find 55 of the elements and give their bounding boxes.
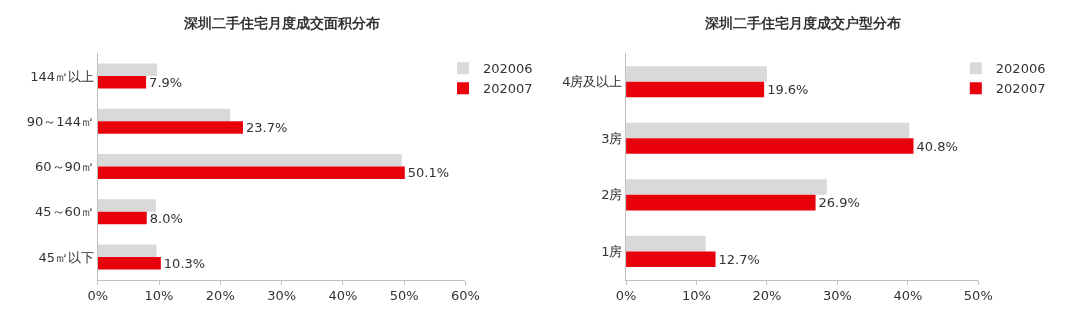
y-tick-label: 45～60㎡: [35, 204, 95, 220]
legend-label: 202006: [483, 61, 533, 77]
data-label: 8.0%: [149, 210, 183, 226]
x-tick-label: 10%: [144, 288, 174, 304]
bar: [626, 66, 767, 82]
bar: [97, 244, 157, 258]
bar: [626, 194, 816, 211]
x-tick-label: 50%: [389, 288, 419, 304]
y-tick-label: 4房及以上: [562, 74, 623, 90]
bar: [626, 179, 827, 195]
chart-title: 深圳二手住宅月度成交面积分布: [183, 15, 380, 31]
x-tick-label: 0%: [87, 288, 109, 304]
data-label: 7.9%: [149, 74, 183, 90]
x-tick-label: 60%: [451, 288, 480, 304]
y-tick-label: 3房: [601, 130, 623, 146]
bar: [626, 235, 706, 252]
x-tick-label: 50%: [963, 288, 993, 304]
data-label: 12.7%: [718, 251, 760, 267]
bar: [97, 63, 158, 77]
bar: [97, 154, 402, 167]
bar: [626, 251, 716, 267]
x-tick-label: 20%: [752, 288, 782, 304]
legend-label: 202006: [995, 61, 1046, 77]
data-label: 40.8%: [916, 138, 958, 154]
data-label: 10.3%: [163, 255, 206, 271]
data-label: 23.7%: [245, 120, 288, 136]
x-tick-label: 40%: [328, 288, 358, 304]
chart-title: 深圳二手住宅月度成交户型分布: [704, 15, 901, 31]
bar: [97, 211, 147, 225]
y-tick-label: 45㎡以下: [38, 249, 95, 265]
x-tick-label: 40%: [893, 288, 923, 304]
legend-label: 202007: [483, 81, 533, 97]
data-label: 26.9%: [818, 195, 860, 211]
data-label: 19.6%: [767, 81, 809, 97]
bar: [626, 81, 765, 98]
bar: [97, 257, 161, 270]
x-tick-label: 10%: [682, 288, 711, 304]
y-tick-label: 60～90㎡: [35, 159, 95, 175]
y-tick-label: 1房: [601, 243, 623, 259]
x-tick-label: 20%: [205, 288, 235, 304]
y-tick-label: 90～144㎡: [26, 113, 95, 129]
y-tick-label: 2房: [601, 187, 623, 203]
data-label: 50.1%: [407, 165, 450, 181]
bar: [97, 121, 243, 134]
x-tick-label: 30%: [267, 288, 297, 304]
x-tick-label: 0%: [615, 288, 637, 304]
y-tick-label: 144㎡以上: [30, 68, 95, 84]
bar: [97, 199, 156, 212]
x-tick-label: 30%: [822, 288, 852, 304]
legend-label: 202007: [995, 81, 1046, 97]
bar: [97, 108, 231, 122]
bar: [97, 166, 405, 179]
bar: [97, 76, 147, 89]
bar: [626, 138, 914, 154]
bar: [626, 122, 910, 139]
